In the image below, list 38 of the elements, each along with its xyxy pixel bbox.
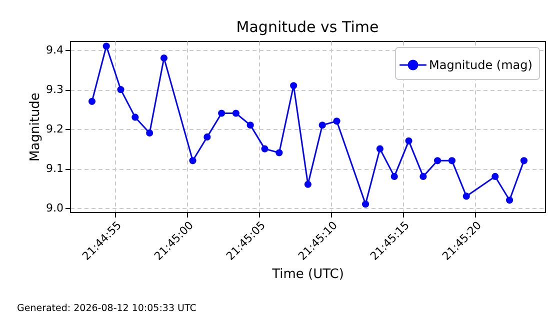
point	[362, 200, 370, 208]
point	[132, 114, 139, 121]
point	[448, 157, 456, 164]
point	[246, 122, 254, 129]
point	[376, 145, 384, 152]
text: Generated: 2026-08-12 10:05:33 UTC	[17, 303, 197, 314]
point	[160, 54, 168, 62]
point	[420, 172, 427, 180]
point	[232, 110, 240, 117]
y-tick-label: 9.2	[46, 122, 64, 136]
y-tick-label: 9.1	[46, 162, 64, 176]
point	[520, 157, 528, 164]
point	[434, 157, 442, 164]
point	[218, 110, 226, 117]
legend-label: Magnitude (mag)	[429, 58, 532, 72]
point	[333, 118, 340, 125]
y-tick-label: 9.0	[46, 202, 64, 215]
point	[304, 180, 312, 188]
point	[146, 129, 154, 137]
point	[88, 98, 96, 105]
point	[462, 192, 470, 200]
point	[189, 157, 196, 164]
point	[318, 122, 326, 129]
point	[276, 149, 283, 156]
x-axis-title: Time (UTC)	[271, 267, 344, 282]
point	[390, 172, 398, 180]
point	[405, 137, 412, 144]
point	[204, 133, 211, 140]
y-axis-title: Magnitude	[28, 92, 44, 162]
point	[117, 86, 124, 94]
point	[506, 196, 514, 204]
y-tick-label: 9.3	[46, 83, 64, 96]
y-tick-label: 9.4	[46, 44, 64, 57]
point	[290, 82, 298, 90]
point	[492, 172, 499, 180]
chart-title: Magnitude vs Time	[236, 18, 379, 36]
point	[102, 42, 110, 50]
point	[261, 145, 268, 152]
